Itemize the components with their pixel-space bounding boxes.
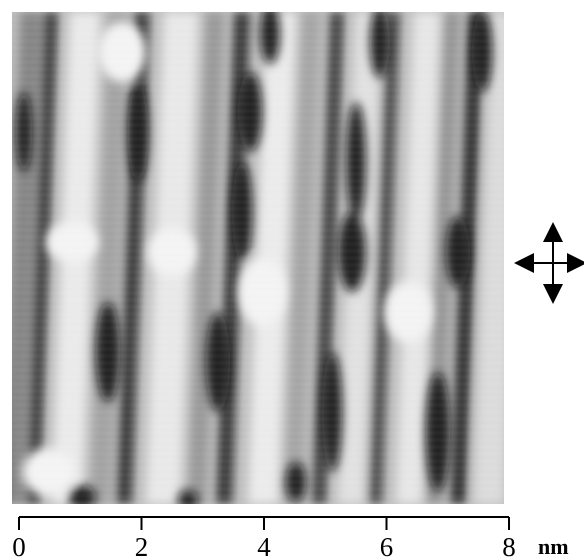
scale-tick-label: 0 [12, 532, 26, 559]
scale-bar: 0 2 4 6 8 nm [12, 516, 569, 559]
stm-image [12, 12, 504, 504]
scale-tick-label: 8 [502, 532, 516, 559]
direction-arrows-icon [514, 222, 584, 304]
scale-tick-label: 6 [380, 532, 394, 559]
scale-tick-label: 2 [135, 532, 149, 559]
scale-unit-label: nm [538, 534, 569, 559]
scale-tick-label: 4 [257, 532, 271, 559]
